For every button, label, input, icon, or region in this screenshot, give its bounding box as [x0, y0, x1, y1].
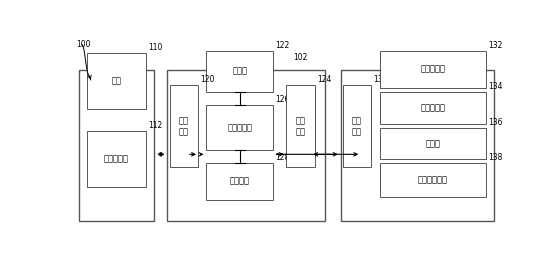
Bar — [206, 105, 273, 150]
Text: 134: 134 — [488, 82, 503, 91]
Text: 传送台: 传送台 — [425, 139, 440, 148]
Bar — [78, 70, 154, 221]
Text: 数据
接口: 数据 接口 — [352, 116, 362, 136]
Text: 光幕传感器: 光幕传感器 — [420, 65, 445, 74]
Bar — [287, 85, 315, 167]
Text: 128: 128 — [276, 153, 290, 162]
Text: 136: 136 — [488, 118, 503, 127]
Bar — [206, 163, 273, 200]
Bar — [87, 53, 146, 109]
Bar — [343, 85, 371, 167]
Bar — [380, 51, 486, 87]
Text: 124: 124 — [317, 75, 331, 84]
Text: 120: 120 — [200, 75, 214, 84]
Text: 喷枪: 喷枪 — [111, 76, 121, 85]
Text: 126: 126 — [276, 95, 290, 104]
Bar — [380, 129, 486, 159]
Text: 主控设备: 主控设备 — [236, 58, 257, 67]
Text: 控制按钮: 控制按钮 — [230, 177, 250, 186]
Text: 光学测量设备: 光学测量设备 — [401, 58, 434, 67]
Text: 深度摄像机: 深度摄像机 — [420, 104, 445, 113]
Text: 122: 122 — [276, 41, 290, 50]
Text: 132: 132 — [488, 41, 503, 50]
Bar — [380, 163, 486, 197]
Bar — [340, 70, 494, 221]
Bar — [206, 51, 273, 92]
Text: 106: 106 — [473, 53, 487, 62]
Text: 130: 130 — [373, 75, 387, 84]
Text: 模型
接口: 模型 接口 — [296, 116, 306, 136]
Text: 102: 102 — [293, 53, 307, 62]
Text: 设备
驱动: 设备 驱动 — [178, 116, 188, 136]
Text: 100: 100 — [77, 40, 91, 49]
Text: 110: 110 — [148, 43, 162, 52]
Text: 104: 104 — [130, 53, 145, 62]
Text: 显示器: 显示器 — [233, 67, 248, 76]
Text: 电机控制模块: 电机控制模块 — [418, 176, 448, 185]
Bar — [167, 70, 325, 221]
Text: 喷涂设备: 喷涂设备 — [106, 58, 127, 67]
Bar — [169, 85, 198, 167]
Text: 喷涂机器人: 喷涂机器人 — [104, 154, 129, 163]
Text: 中央控制器: 中央控制器 — [228, 123, 253, 132]
Text: 138: 138 — [488, 153, 503, 162]
Bar — [380, 92, 486, 124]
Bar — [87, 130, 146, 187]
Text: 112: 112 — [148, 121, 162, 130]
